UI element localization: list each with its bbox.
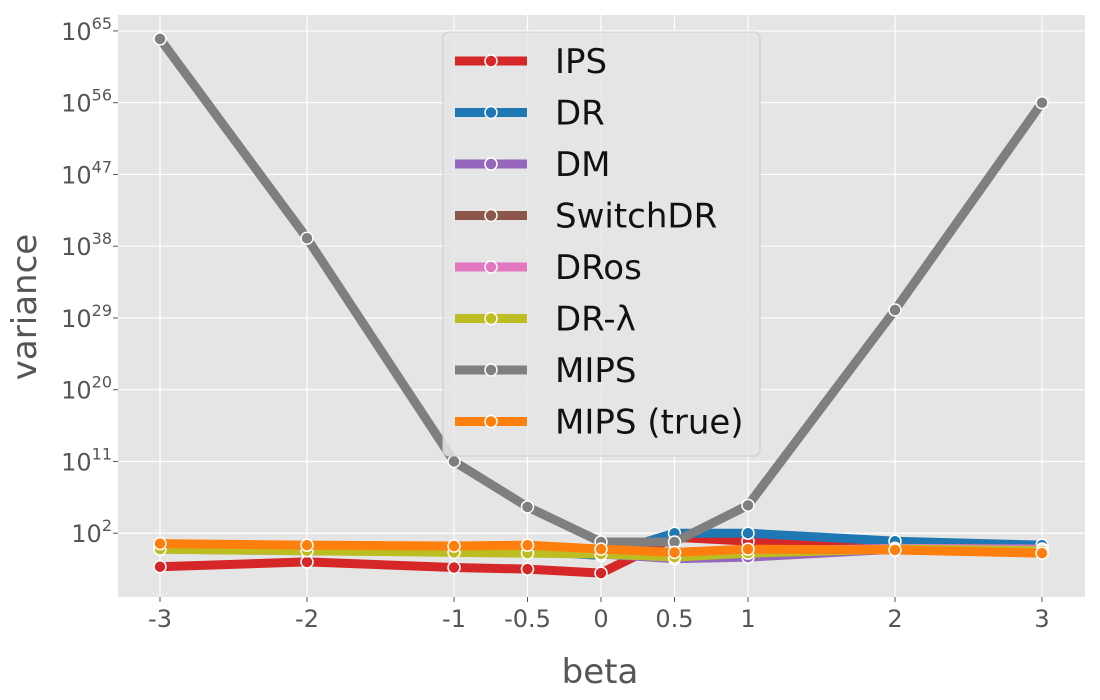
data-point bbox=[888, 303, 902, 317]
data-point bbox=[153, 32, 167, 46]
data-point bbox=[447, 539, 461, 553]
data-point bbox=[667, 545, 682, 560]
legend-marker bbox=[484, 311, 498, 326]
legend-marker bbox=[484, 54, 498, 68]
data-point bbox=[153, 559, 167, 574]
legend-marker bbox=[484, 414, 498, 429]
series-mips bbox=[153, 32, 1049, 549]
y-axis-ticks: 102 1011 1020 1029 1038 1047 1056 1065 bbox=[61, 14, 118, 548]
data-point bbox=[594, 566, 608, 580]
legend-marker bbox=[484, 208, 498, 223]
x-tick-label: 1 bbox=[740, 605, 755, 633]
data-point bbox=[447, 454, 461, 469]
legend-item: SwitchDR bbox=[455, 197, 717, 237]
legend-item: DM bbox=[455, 145, 611, 185]
x-axis-ticks: -3 -2 -1 -0.5 0 0.5 1 2 3 bbox=[148, 597, 1050, 633]
legend-marker bbox=[484, 363, 498, 377]
series-mips-true bbox=[153, 536, 1049, 560]
data-point bbox=[520, 538, 535, 552]
legend-marker bbox=[484, 157, 498, 171]
y-tick-label: 1065 bbox=[61, 14, 112, 46]
data-point bbox=[300, 555, 314, 569]
legend-label: DR bbox=[555, 94, 605, 134]
data-point bbox=[300, 231, 314, 245]
y-tick-label: 1047 bbox=[61, 157, 112, 189]
y-tick-label: 1038 bbox=[61, 229, 112, 261]
legend-item: MIPS bbox=[455, 351, 636, 391]
data-point bbox=[1035, 546, 1049, 560]
data-point bbox=[1035, 95, 1049, 110]
data-point bbox=[741, 498, 755, 513]
legend-label: MIPS (true) bbox=[555, 403, 744, 443]
legend-label: DM bbox=[555, 145, 611, 185]
x-tick-label: 0 bbox=[593, 605, 608, 633]
data-point bbox=[447, 560, 461, 575]
legend-item: MIPS (true) bbox=[455, 403, 744, 443]
series-layer bbox=[153, 32, 1049, 580]
legend-label: DR-λ bbox=[555, 300, 636, 340]
legend-label: IPS bbox=[555, 42, 607, 82]
legend: IPS DR DM SwitchDR DRos DR-λ MIPS MIPS (true) bbox=[442, 31, 761, 457]
legend-item: DR-λ bbox=[455, 300, 636, 340]
legend-item: IPS bbox=[455, 42, 607, 82]
data-point bbox=[888, 543, 902, 557]
x-tick-label: 3 bbox=[1034, 605, 1049, 633]
y-tick-label: 1056 bbox=[61, 86, 112, 118]
y-tick-label: 1011 bbox=[61, 444, 112, 476]
x-axis-title: beta bbox=[562, 652, 639, 692]
x-tick-label: -0.5 bbox=[504, 605, 551, 633]
legend-item: DR bbox=[455, 94, 605, 134]
x-tick-label: -3 bbox=[148, 605, 172, 633]
data-point bbox=[741, 542, 755, 556]
y-tick-label: 1029 bbox=[61, 301, 112, 333]
legend-label: SwitchDR bbox=[555, 197, 717, 237]
y-axis-title: variance bbox=[5, 234, 45, 380]
legend-marker bbox=[484, 105, 498, 120]
data-point bbox=[520, 500, 535, 514]
x-tick-label: -2 bbox=[295, 605, 319, 633]
legend-box bbox=[442, 31, 761, 457]
legend-label: DRos bbox=[555, 248, 642, 288]
legend-marker bbox=[484, 260, 498, 274]
data-point bbox=[300, 538, 314, 552]
y-tick-label: 1020 bbox=[61, 373, 112, 405]
x-tick-label: 0.5 bbox=[655, 605, 693, 633]
legend-label: MIPS bbox=[555, 351, 636, 391]
data-point bbox=[153, 536, 167, 551]
data-point bbox=[741, 526, 755, 540]
data-point bbox=[594, 542, 608, 556]
y-tick-label: 102 bbox=[71, 516, 112, 548]
data-point bbox=[520, 562, 535, 576]
x-tick-label: 2 bbox=[887, 605, 902, 633]
x-tick-label: -1 bbox=[442, 605, 466, 633]
legend-item: DRos bbox=[455, 248, 642, 288]
